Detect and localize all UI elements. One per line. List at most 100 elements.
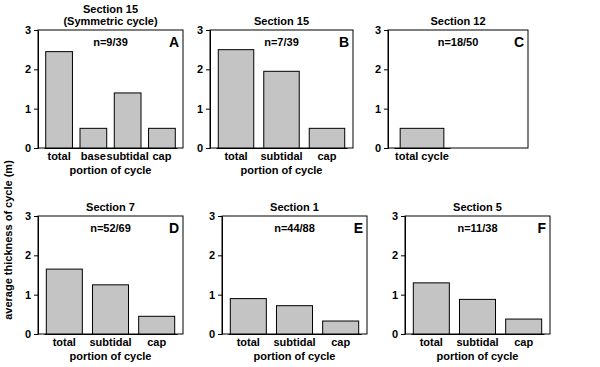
tick-mark bbox=[218, 255, 222, 256]
axis-line bbox=[34, 31, 39, 149]
bars bbox=[400, 128, 444, 148]
tick: 2 bbox=[209, 249, 222, 261]
tick: 2 bbox=[197, 63, 210, 75]
bar bbox=[264, 71, 299, 148]
x-axis: totalsubtidalcap bbox=[412, 334, 545, 348]
tick-label: 3 bbox=[25, 24, 31, 36]
axis-line bbox=[34, 217, 39, 335]
bar bbox=[92, 285, 128, 334]
tick-mark bbox=[34, 109, 38, 110]
tick-label: subtidal bbox=[107, 150, 149, 162]
tick-label: total bbox=[53, 336, 76, 348]
axis-line bbox=[384, 31, 389, 149]
tick-label: 3 bbox=[392, 210, 398, 222]
bar bbox=[114, 93, 141, 148]
tick: 2 bbox=[25, 63, 38, 75]
tick-mark bbox=[206, 109, 210, 110]
y-axis: 0 1 2 3 bbox=[392, 210, 406, 340]
tick: 1 bbox=[197, 103, 210, 115]
tick-label: total bbox=[224, 150, 247, 162]
tick-mark bbox=[384, 69, 388, 70]
tick-label: subtidal bbox=[260, 150, 302, 162]
tick-mark bbox=[218, 216, 222, 217]
tick-label: 2 bbox=[25, 63, 31, 75]
bar bbox=[459, 299, 495, 334]
tick-label: base bbox=[81, 150, 106, 162]
tick-mark bbox=[384, 148, 388, 149]
tick-label: total bbox=[420, 336, 443, 348]
axis-line bbox=[401, 217, 406, 335]
tick-label: subtidal bbox=[456, 336, 498, 348]
tick: 1 bbox=[392, 289, 405, 301]
axis-title: portion of cycle bbox=[241, 164, 323, 176]
tick-mark bbox=[401, 295, 405, 296]
bar bbox=[413, 283, 449, 334]
plot-frame bbox=[388, 30, 528, 148]
axis-title: portion of cycle bbox=[437, 350, 519, 362]
annotation: n=9/39 bbox=[93, 36, 128, 48]
tick-mark bbox=[34, 30, 38, 31]
tick: subtidal bbox=[89, 334, 131, 348]
y-axis: 0 1 2 3 bbox=[25, 24, 39, 154]
tick: total bbox=[47, 148, 70, 162]
tick-mark bbox=[34, 69, 38, 70]
axis-title: portion of cycle bbox=[70, 350, 152, 362]
tick: subtidal bbox=[456, 334, 498, 348]
y-axis: 0123 bbox=[25, 210, 39, 340]
panel-label: D bbox=[169, 220, 179, 236]
panel-label: F bbox=[537, 220, 546, 236]
tick-label: 1 bbox=[25, 103, 31, 115]
plot-frame bbox=[210, 30, 353, 148]
subtitle: (Symmetric cycle) bbox=[63, 15, 157, 27]
tick: 3 bbox=[197, 24, 210, 36]
panel: 0123totalsubtidalcapportion of cycleSect… bbox=[392, 201, 550, 362]
bars bbox=[218, 50, 344, 148]
y-axis: 0123 bbox=[375, 24, 389, 154]
plot-frame bbox=[38, 216, 183, 334]
axis-line bbox=[218, 217, 223, 335]
annotation: n=11/38 bbox=[457, 222, 497, 234]
tick: subtidal bbox=[107, 148, 149, 162]
tick-label: 0 bbox=[392, 328, 398, 340]
x-axis: total subtidal cap bbox=[45, 334, 178, 348]
tick: cap bbox=[331, 334, 350, 348]
tick-mark bbox=[206, 30, 210, 31]
tick-label: 3 bbox=[375, 24, 381, 36]
tick: 1 bbox=[375, 103, 388, 115]
tick: 0 bbox=[392, 328, 405, 340]
bar bbox=[46, 52, 73, 148]
tick-label: 0 bbox=[25, 142, 31, 154]
bar bbox=[230, 299, 266, 334]
tick: 1 bbox=[209, 289, 222, 301]
tick: 1 bbox=[25, 289, 38, 301]
tick-label: cap bbox=[318, 150, 337, 162]
tick-mark bbox=[401, 216, 405, 217]
tick: 1 bbox=[25, 103, 38, 115]
x-axis: total cycle bbox=[395, 148, 451, 162]
tick-label: 0 bbox=[209, 328, 215, 340]
tick: 3 bbox=[25, 24, 38, 36]
tick: 0 bbox=[209, 328, 222, 340]
bar bbox=[400, 128, 444, 148]
axis-title: portion of cycle bbox=[70, 164, 152, 176]
tick: cap bbox=[147, 334, 166, 348]
bars bbox=[413, 283, 541, 334]
tick-mark bbox=[34, 148, 38, 149]
tick-mark bbox=[401, 334, 405, 335]
tick-label: 2 bbox=[197, 63, 203, 75]
title: Section 15 bbox=[83, 3, 138, 15]
panel-label: C bbox=[514, 34, 524, 50]
tick: 2 bbox=[392, 249, 405, 261]
axis-line bbox=[206, 31, 211, 149]
title: Section 15 bbox=[254, 15, 309, 27]
panel: 0123totalsubtidalcapportion of cycleSect… bbox=[197, 15, 353, 176]
panel-label: A bbox=[169, 34, 179, 50]
tick-label: cap bbox=[147, 336, 166, 348]
bar bbox=[46, 269, 82, 334]
tick-label: 2 bbox=[25, 249, 31, 261]
title: Section 7 bbox=[86, 201, 135, 213]
annotation: n=18/50 bbox=[438, 36, 479, 48]
tick-mark bbox=[218, 334, 222, 335]
title: Section 1 bbox=[270, 201, 319, 213]
bar bbox=[80, 128, 107, 148]
